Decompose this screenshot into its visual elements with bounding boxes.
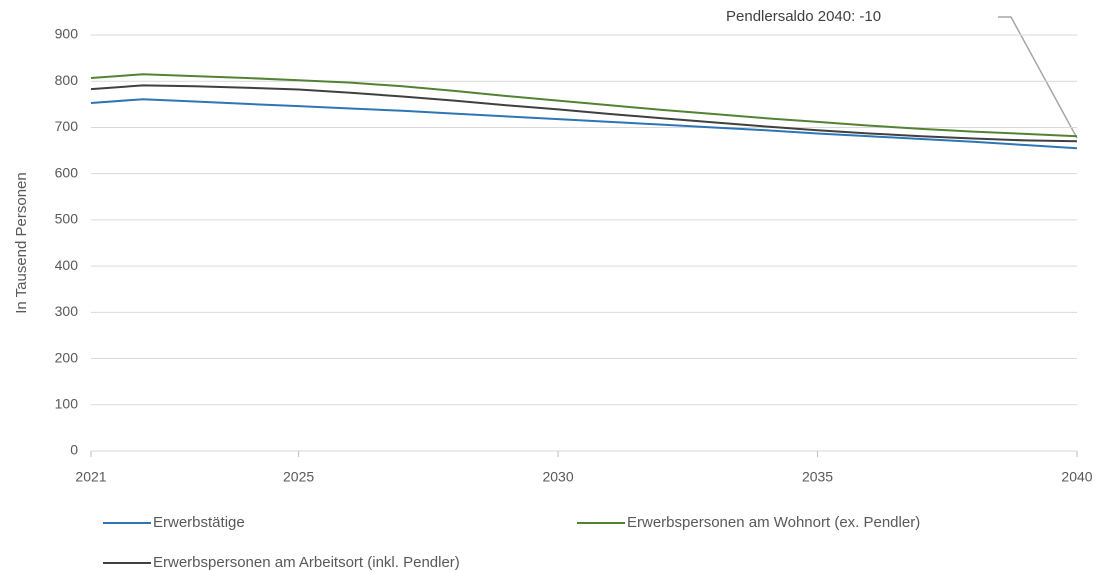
legend-label: Erwerbstätige <box>153 514 245 531</box>
y-tick-label: 0 <box>70 442 78 458</box>
series-line <box>90 84 1078 143</box>
x-tick-label: 2030 <box>542 469 573 485</box>
series-line <box>90 98 1078 150</box>
y-tick-label: 400 <box>55 257 79 273</box>
x-tick-label: 2035 <box>802 469 833 485</box>
y-axis-label: In Tausend Personen <box>13 172 30 314</box>
y-tick-label: 300 <box>55 303 79 319</box>
y-tick-label: 900 <box>55 26 79 42</box>
legend-label: Erwerbspersonen am Wohnort (ex. Pendler) <box>627 514 920 531</box>
y-tick-label: 100 <box>55 395 79 411</box>
annotation-leader <box>998 16 1078 139</box>
series-line <box>90 73 1078 138</box>
x-tick-label: 2040 <box>1061 469 1092 485</box>
legend-label: Erwerbspersonen am Arbeitsort (inkl. Pen… <box>153 554 460 571</box>
y-tick-label: 200 <box>55 349 79 365</box>
y-tick-label: 700 <box>55 118 79 134</box>
y-tick-label: 600 <box>55 164 79 180</box>
y-tick-label: 500 <box>55 211 79 227</box>
y-tick-label: 800 <box>55 72 79 88</box>
x-tick-label: 2021 <box>75 469 106 485</box>
annotation: Pendlersaldo 2040: -10 <box>726 8 881 25</box>
x-tick-label: 2025 <box>283 469 314 485</box>
